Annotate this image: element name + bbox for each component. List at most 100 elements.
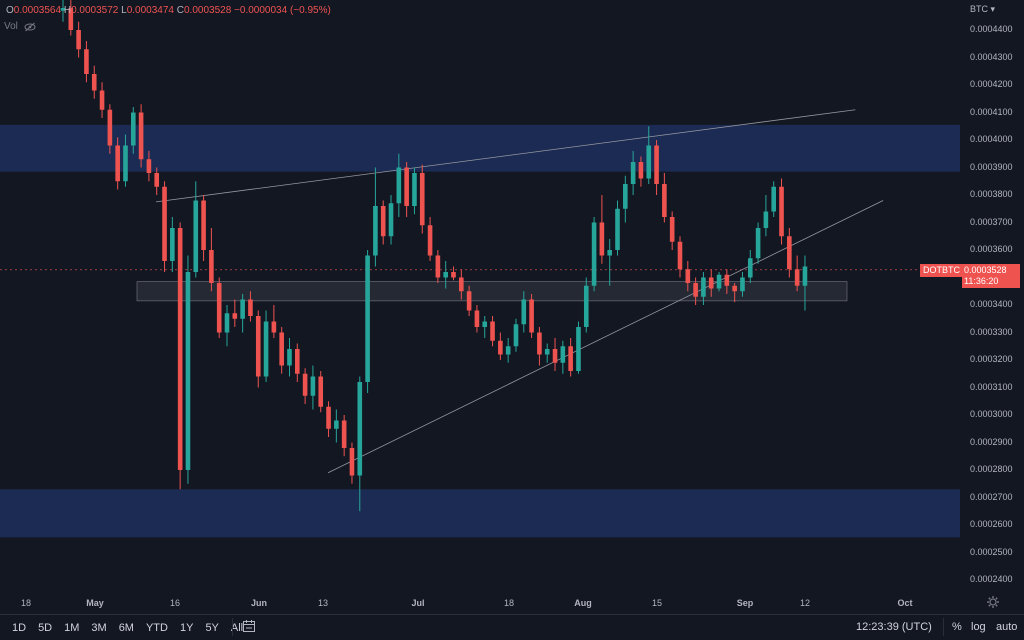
candle-body — [693, 283, 698, 297]
utc-clock[interactable]: 12:23:39 (UTC) — [856, 621, 932, 633]
candle — [380, 200, 386, 245]
candle — [404, 162, 409, 217]
candle-body — [654, 145, 659, 184]
candle — [240, 294, 245, 333]
candle — [662, 173, 667, 223]
candle — [802, 255, 808, 311]
candle-body — [185, 272, 191, 470]
timeframe-6m[interactable]: 6M — [118, 621, 134, 634]
candle-body — [443, 272, 448, 278]
candle-body — [216, 283, 222, 333]
candle-body — [677, 241, 683, 270]
candle — [747, 250, 753, 283]
auto-scale-button[interactable]: auto — [996, 621, 1018, 633]
candle-body — [583, 285, 589, 327]
candle-body — [396, 167, 402, 204]
candle-body — [76, 30, 81, 50]
candle-body — [638, 162, 644, 179]
candle — [263, 310, 269, 382]
log-scale-button[interactable]: log — [971, 621, 986, 633]
candle-body — [451, 272, 456, 278]
candle-body — [552, 349, 558, 363]
candle-body — [287, 349, 292, 366]
candle — [271, 305, 277, 338]
timeframe-1d[interactable]: 1D — [12, 621, 27, 634]
percent-scale-button[interactable]: % — [952, 621, 962, 633]
candle-body — [255, 316, 261, 377]
calendar-range-icon[interactable] — [242, 619, 256, 633]
gear-icon[interactable] — [986, 595, 1000, 609]
candle-body — [162, 186, 167, 261]
candle — [615, 200, 620, 256]
legend-change: −0.0000034 (−0.95%) — [234, 5, 331, 16]
candle — [91, 65, 97, 99]
price-tick-label: 0.0002400 — [970, 574, 1013, 584]
volume-legend[interactable]: Vol — [4, 21, 36, 32]
candle — [341, 415, 347, 457]
candle-body — [91, 74, 97, 91]
candle-body — [576, 327, 581, 371]
candle-body — [708, 277, 714, 289]
candle — [138, 104, 144, 168]
timeframe-5d[interactable]: 5D — [38, 621, 53, 634]
candle — [669, 211, 675, 250]
price-tick-label: 0.0003600 — [970, 244, 1013, 254]
chart-area[interactable] — [0, 0, 960, 592]
timeframe-ytd[interactable]: YTD — [145, 621, 168, 634]
candle — [560, 340, 566, 374]
price-tick-label: 0.0002900 — [970, 436, 1013, 447]
time-tick-label: Jun — [250, 598, 268, 608]
timeframe-1y[interactable]: 1Y — [179, 621, 194, 634]
candle-body — [271, 321, 277, 333]
candle-body — [513, 324, 519, 347]
candle — [552, 338, 558, 371]
candle-body — [99, 90, 105, 110]
time-tick-label: May — [86, 598, 104, 608]
candle — [576, 321, 581, 374]
price-tick-label: 0.0004400 — [970, 24, 1013, 34]
currency-selector[interactable]: BTC ▾ — [970, 4, 996, 14]
candle — [279, 327, 284, 374]
candle — [412, 167, 417, 215]
time-axis[interactable] — [0, 592, 960, 614]
time-tick-label: 15 — [651, 598, 663, 608]
price-tick-label: 0.0002700 — [970, 491, 1013, 502]
candle-body — [240, 299, 245, 319]
candle-body — [412, 173, 417, 206]
candle — [170, 217, 175, 272]
candle-body — [107, 109, 113, 146]
timeframe-5y[interactable]: 5Y — [205, 621, 219, 634]
candle — [302, 368, 308, 404]
candle-body — [802, 266, 808, 286]
candle — [130, 107, 136, 154]
candle — [763, 195, 769, 237]
timeframe-1m[interactable]: 1M — [64, 621, 80, 634]
eye-hidden-icon[interactable] — [24, 22, 36, 32]
last-price-value: 0.0003528 — [964, 264, 1007, 275]
candle-body — [763, 211, 769, 228]
candle — [216, 277, 222, 338]
price-tick-label: 0.0004200 — [970, 79, 1013, 89]
timeframe-all[interactable]: All — [230, 621, 244, 634]
candle-body — [787, 236, 792, 270]
price-chart[interactable] — [0, 0, 960, 592]
candle — [638, 156, 644, 187]
trendline-1 — [155, 109, 856, 203]
candle-body — [498, 340, 503, 355]
timeframe-3m[interactable]: 3M — [91, 621, 107, 634]
candle-body — [685, 269, 691, 283]
candle — [419, 164, 425, 234]
candle — [177, 222, 183, 490]
candle-body — [529, 299, 534, 333]
candle — [232, 299, 238, 327]
candle — [373, 167, 378, 267]
bar-countdown: 11:36:20 — [964, 275, 999, 286]
candle-body — [490, 321, 495, 341]
last-price-tag: 0.0003528 11:36:20 — [962, 263, 1020, 288]
candle — [443, 261, 448, 289]
candle — [357, 376, 363, 512]
time-tick-label: Aug — [574, 598, 592, 608]
candle — [568, 338, 573, 377]
candle-body — [248, 299, 253, 316]
range-box-rect — [136, 281, 848, 302]
